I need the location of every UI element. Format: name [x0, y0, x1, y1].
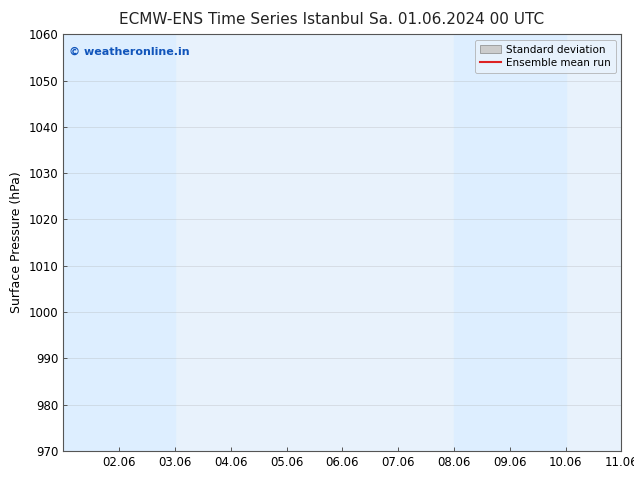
Bar: [63, 34, 175, 451]
Y-axis label: Surface Pressure (hPa): Surface Pressure (hPa): [10, 172, 23, 314]
Text: Sa. 01.06.2024 00 UTC: Sa. 01.06.2024 00 UTC: [369, 12, 544, 27]
Text: © weatheronline.in: © weatheronline.in: [69, 47, 190, 57]
Legend: Standard deviation, Ensemble mean run: Standard deviation, Ensemble mean run: [475, 40, 616, 73]
Bar: [454, 34, 566, 451]
Text: ECMW-ENS Time Series Istanbul: ECMW-ENS Time Series Istanbul: [119, 12, 363, 27]
